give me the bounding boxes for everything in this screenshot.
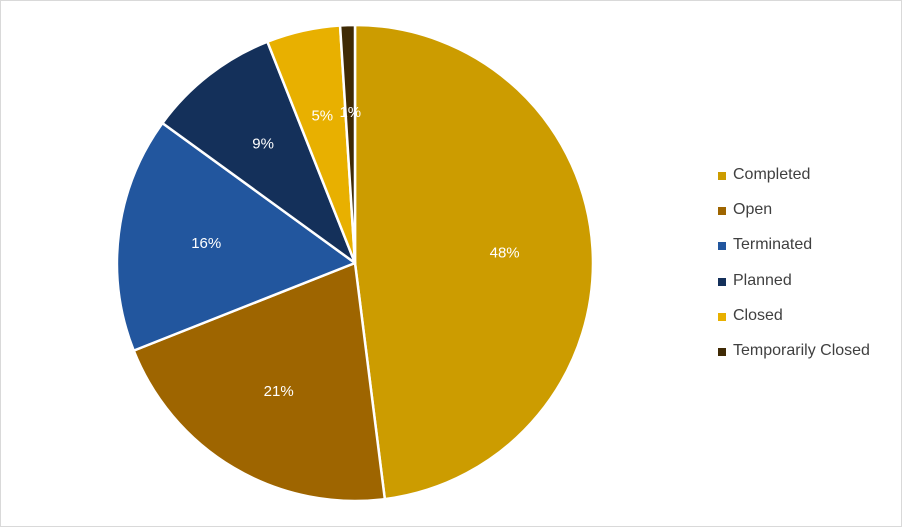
pie-slice-planned [161, 40, 357, 265]
legend-swatch-completed [718, 172, 726, 180]
data-label-planned: 9% [252, 135, 274, 152]
data-label-completed: 48% [490, 245, 520, 262]
legend-item-completed: Completed [718, 165, 870, 200]
legend-label-planned: Planned [733, 271, 792, 289]
legend-item-planned: Planned [718, 271, 870, 306]
legend-label-open: Open [733, 201, 773, 219]
legend-swatch-closed [718, 312, 726, 321]
pie-slice-open [132, 261, 387, 503]
legend-label-temporarily-closed: Temporarily Closed [733, 341, 870, 359]
legend-swatch-terminated [718, 242, 726, 251]
data-label-open: 21% [264, 383, 294, 400]
legend-label-completed: Completed [733, 166, 811, 183]
pie-slice-terminated [115, 121, 357, 352]
legend-item-temporarily-closed: Temporarily Closed [718, 341, 870, 376]
pie-slice-temporarily-closed [338, 23, 357, 265]
legend-item-closed: Closed [718, 306, 870, 341]
legend-item-open: Open [718, 200, 870, 235]
pie-slice-completed [353, 23, 595, 501]
legend-swatch-temporarily-closed [718, 347, 726, 356]
legend-item-terminated: Terminated [718, 235, 870, 270]
data-label-terminated: 16% [191, 235, 221, 252]
legend-swatch-planned [718, 277, 726, 286]
legend-label-terminated: Terminated [733, 236, 813, 254]
data-label-closed: 5% [311, 108, 333, 125]
legend-label-closed: Closed [733, 306, 783, 324]
data-label-temporarily-closed: 1% [339, 104, 361, 121]
legend-swatch-open [718, 207, 726, 216]
chart-legend: Completed Open Terminated Planned Closed Temp… [718, 165, 870, 376]
